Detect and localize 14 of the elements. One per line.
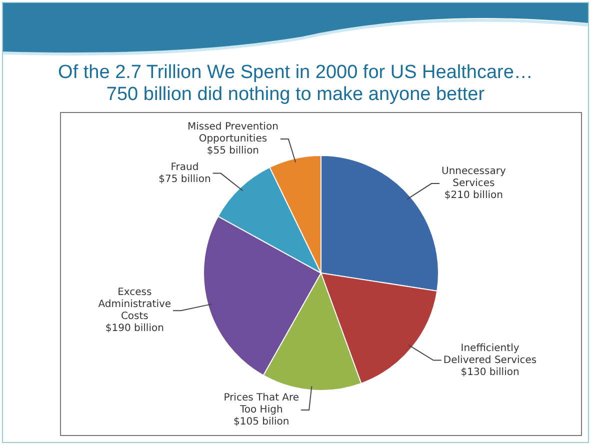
slice-label: Excess Administrative Costs: [98, 287, 172, 322]
slice-label: Unnecessary Services: [441, 166, 506, 190]
data-label: $55 billion: [206, 146, 260, 157]
data-label: $130 billion: [460, 366, 520, 378]
data-label: $190 billion: [105, 323, 164, 334]
data-label: $105 bilion: [234, 416, 290, 428]
slice-label: Prices That Are Too High: [224, 392, 300, 416]
slice-label: Inefficiently Delivered Services: [443, 342, 537, 366]
data-label: $75 billion: [158, 174, 211, 185]
slice-label: Missed Prevention Opportunities: [187, 122, 278, 145]
chart-subtitle: 750 billion did nothing to make anyone better: [105, 84, 486, 106]
slice-label: Fraud: [170, 162, 199, 173]
chart-title: Of the 2.7 Trillion We Spent in 2000 for US Healthcare…: [57, 62, 534, 84]
data-label: $210 billion: [444, 190, 503, 202]
